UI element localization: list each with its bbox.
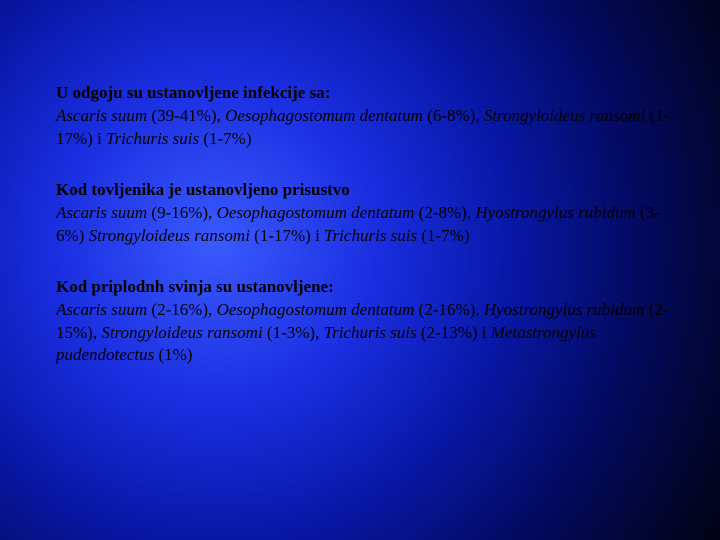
- species: Ascaris suum: [56, 106, 147, 125]
- pct: (1-17%) i: [250, 226, 324, 245]
- body-tovljenici: Ascaris suum (9-16%), Oesophagostomum de…: [56, 202, 670, 248]
- pct: (6-8%),: [423, 106, 484, 125]
- block-priplodne: Kod priplodnh svinja su ustanovljene: As…: [56, 276, 670, 368]
- block-tovljenici: Kod tovljenika je ustanovljeno prisustvo…: [56, 179, 670, 248]
- species: Trichuris suis: [106, 129, 203, 148]
- pct: (2-13%) i: [421, 323, 491, 342]
- species: Strongyloideus ransomi: [89, 226, 250, 245]
- block-odgoj: U odgoju su ustanovljene infekcije sa: A…: [56, 82, 670, 151]
- species: Ascaris suum: [56, 300, 147, 319]
- pct: (2-16%),: [414, 300, 483, 319]
- pct: (1-7%): [421, 226, 469, 245]
- species: Strongyloideus ransomi: [101, 323, 262, 342]
- heading-priplodne: Kod priplodnh svinja su ustanovljene:: [56, 276, 670, 299]
- species: Trichuris suis: [324, 323, 421, 342]
- species: Trichuris suis: [324, 226, 421, 245]
- heading-tovljenici: Kod tovljenika je ustanovljeno prisustvo: [56, 179, 670, 202]
- species: Oesophagostomum dentatum: [225, 106, 423, 125]
- body-odgoj: Ascaris suum (39-41%), Oesophagostomum d…: [56, 105, 670, 151]
- pct: (1-3%),: [263, 323, 324, 342]
- pct: (2-8%),: [414, 203, 475, 222]
- pct: (2-16%),: [147, 300, 216, 319]
- pct: (39-41%),: [147, 106, 225, 125]
- pct: (1-7%): [203, 129, 251, 148]
- species: Strongyloideus ransomi: [484, 106, 645, 125]
- heading-odgoj: U odgoju su ustanovljene infekcije sa:: [56, 82, 670, 105]
- species: Oesophagostomum dentatum: [217, 300, 415, 319]
- species: Hyostrongylus rubidum: [475, 203, 640, 222]
- pct: (1%): [158, 345, 192, 364]
- pct: (9-16%),: [147, 203, 216, 222]
- species: Ascaris suum: [56, 203, 147, 222]
- species: Hyostrongylus rubidum: [484, 300, 644, 319]
- body-priplodne: Ascaris suum (2-16%), Oesophagostomum de…: [56, 299, 670, 368]
- species: Oesophagostomum dentatum: [217, 203, 415, 222]
